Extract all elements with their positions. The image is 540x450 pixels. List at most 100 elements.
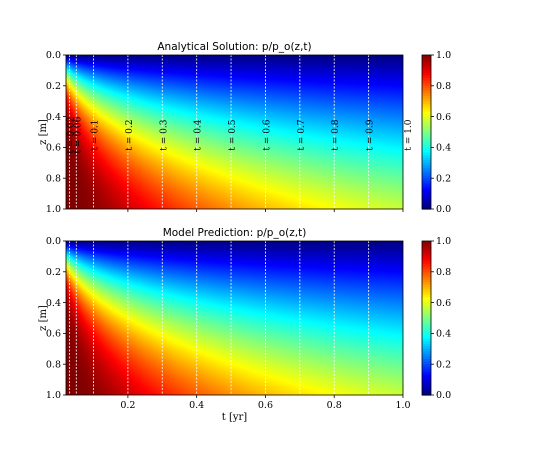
colorbar-swatch xyxy=(422,98,431,102)
colorbar-swatch xyxy=(422,315,431,319)
colorbar-swatch xyxy=(422,119,431,123)
colorbar-swatch xyxy=(422,83,431,87)
colorbar-tick-label: 0.0 xyxy=(436,204,451,215)
colorbar-swatch xyxy=(422,67,431,71)
colorbar-swatch xyxy=(422,149,431,154)
time-annotation: t = 0.6 xyxy=(262,119,272,150)
colorbar-swatch xyxy=(422,353,431,358)
colorbar-swatch xyxy=(422,351,431,355)
colorbar-swatch xyxy=(422,101,431,105)
colorbar-swatch xyxy=(422,241,431,245)
colorbar-swatch xyxy=(422,333,431,337)
colorbar-swatch xyxy=(422,389,431,394)
axes-frame xyxy=(65,240,404,396)
colorbar-swatch xyxy=(422,162,431,166)
x-tick-label: 0.8 xyxy=(327,400,342,411)
heatmap-image xyxy=(66,241,403,395)
colorbar-swatch xyxy=(422,70,431,74)
time-annotation: t = 0.4 xyxy=(194,119,204,150)
y-axis-label: z [m] xyxy=(38,119,49,145)
colorbar-swatch xyxy=(422,251,431,255)
colorbar-swatch xyxy=(422,62,431,66)
y-tick-label: 0.6 xyxy=(46,143,61,154)
x-tick-label: 0.6 xyxy=(258,400,273,411)
colorbar-swatch xyxy=(422,78,431,82)
x-tick-label: 0.4 xyxy=(189,400,204,411)
colorbar-swatch xyxy=(422,165,431,169)
colorbar-tick-label: 1.0 xyxy=(436,236,451,247)
time-annotation: t = 0.02 xyxy=(66,117,76,154)
colorbar-frame xyxy=(421,54,432,210)
y-axis-label: z [m] xyxy=(38,305,49,331)
colorbar-swatch xyxy=(422,201,431,205)
colorbar-tick-label: 0.4 xyxy=(436,329,451,340)
x-tick-label: 0.2 xyxy=(120,400,135,411)
y-tick-label: 0.8 xyxy=(46,359,61,370)
colorbar-swatch xyxy=(422,289,431,293)
y-tick-label: 0.2 xyxy=(46,81,61,92)
time-annotation: t = 1.0 xyxy=(404,119,414,150)
colorbar: 0.0 0.2 0.4 0.6 0.8 1.0 xyxy=(421,236,451,401)
colorbar-swatch xyxy=(422,116,431,120)
y-tick-label: 0.6 xyxy=(46,329,61,340)
colorbar-tick-label: 0.0 xyxy=(436,390,451,401)
colorbar-swatch xyxy=(422,129,431,133)
colorbar-swatch xyxy=(422,269,431,273)
colorbar-swatch xyxy=(422,356,431,360)
time-annotation: t = 0.06 xyxy=(73,116,83,153)
colorbar-swatch xyxy=(422,124,431,128)
colorbar-swatch xyxy=(422,167,431,172)
y-tick-label: 0.8 xyxy=(46,173,61,184)
colorbar-swatch xyxy=(422,305,431,309)
colorbar-swatch xyxy=(422,114,431,118)
colorbar-swatch xyxy=(422,279,431,283)
colorbar-swatch xyxy=(422,132,431,136)
colorbar-swatch xyxy=(422,294,431,299)
time-annotation: t = 0.1 xyxy=(91,119,101,150)
colorbar-swatch xyxy=(422,318,431,322)
colorbar-swatch xyxy=(422,364,431,368)
colorbar-swatch xyxy=(422,302,431,306)
colorbar-swatch xyxy=(422,361,431,365)
colorbar-swatch xyxy=(422,335,431,340)
colorbar-swatch xyxy=(422,185,431,190)
colorbar-tick-label: 0.6 xyxy=(436,112,451,123)
colorbar: 0.0 0.2 0.4 0.6 0.8 1.0 xyxy=(421,50,451,215)
colorbar-swatch xyxy=(422,157,431,161)
colorbar-swatch xyxy=(422,203,431,208)
y-tick-label: 1.0 xyxy=(46,204,61,215)
colorbar-swatch xyxy=(422,142,431,146)
colorbar-swatch xyxy=(422,276,431,281)
colorbar-swatch xyxy=(422,180,431,184)
colorbar-swatch xyxy=(422,90,431,95)
colorbar-tick-label: 0.2 xyxy=(436,173,451,184)
colorbar-swatch xyxy=(422,384,431,388)
chart-title: Model Prediction: p/p_o(z,t) xyxy=(163,227,307,239)
colorbar-swatch xyxy=(422,287,431,291)
chart-title: Analytical Solution: p/p_o(z,t) xyxy=(157,41,311,53)
colorbar-swatch xyxy=(422,134,431,138)
colorbar-swatch xyxy=(422,96,431,100)
colorbar-swatch xyxy=(422,155,431,159)
colorbar-swatch xyxy=(422,88,431,92)
colorbar-swatch xyxy=(422,253,431,257)
colorbar-tick-label: 0.6 xyxy=(436,298,451,309)
colorbar-tick-label: 0.2 xyxy=(436,359,451,370)
colorbar-swatch xyxy=(422,108,431,113)
y-tick-label: 1.0 xyxy=(46,390,61,401)
panel-1: t = 0.02t = 0.06 t = 0.1 t = 0.2 t = 0.3 t =… xyxy=(38,41,451,215)
colorbar-frame xyxy=(421,240,432,396)
colorbar-swatch xyxy=(422,266,431,270)
colorbar-swatch xyxy=(422,328,431,332)
time-annotation: t = 0.8 xyxy=(331,119,341,150)
colorbar-swatch xyxy=(422,261,431,265)
colorbar-swatch xyxy=(422,292,431,296)
colorbar-swatch xyxy=(422,198,431,202)
colorbar-swatch xyxy=(422,256,431,260)
axes-frame xyxy=(65,54,404,210)
colorbar-swatch xyxy=(422,85,431,89)
y-tick-label: 0.4 xyxy=(46,298,61,309)
colorbar-swatch xyxy=(422,359,431,363)
colorbar-swatch xyxy=(422,282,431,286)
